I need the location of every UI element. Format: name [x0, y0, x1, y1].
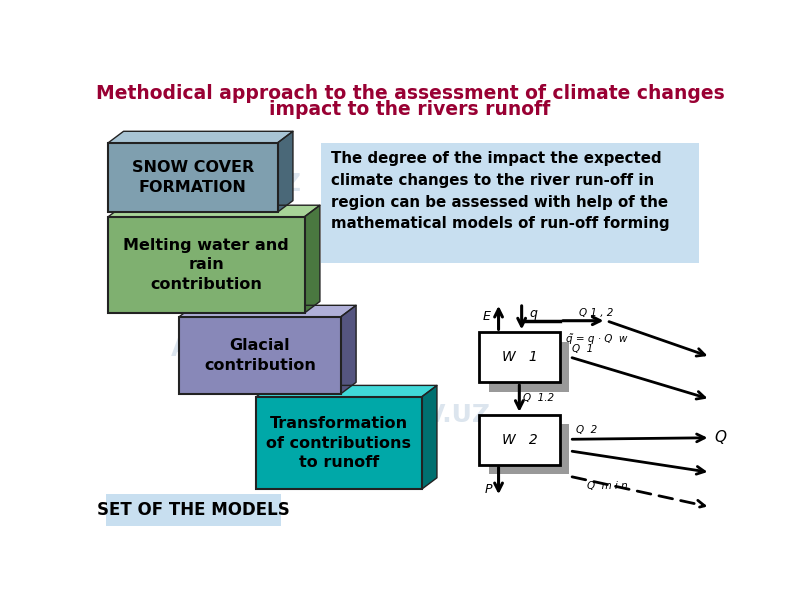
Text: Q  2: Q 2 — [575, 425, 597, 435]
Text: Q  1.2: Q 1.2 — [523, 394, 554, 403]
Bar — [108, 143, 278, 212]
Polygon shape — [422, 385, 437, 490]
Text: ARXIV.UZ: ARXIV.UZ — [360, 237, 491, 261]
Text: Transformation
of contributions
to runoff: Transformation of contributions to runof… — [266, 416, 411, 470]
Polygon shape — [108, 131, 293, 143]
Text: Glacial
contribution: Glacial contribution — [204, 338, 316, 373]
Text: W   1: W 1 — [502, 350, 538, 364]
Bar — [179, 317, 341, 394]
Polygon shape — [179, 305, 356, 317]
Text: q: q — [530, 307, 538, 320]
Text: Q: Q — [714, 430, 726, 445]
Bar — [106, 494, 282, 526]
Bar — [322, 143, 698, 263]
Text: Melting water and
rain
contribution: Melting water and rain contribution — [123, 238, 290, 292]
Polygon shape — [341, 305, 356, 394]
Polygon shape — [108, 205, 320, 217]
Bar — [489, 341, 570, 392]
Text: E: E — [483, 310, 491, 323]
Polygon shape — [305, 205, 320, 313]
Bar — [479, 332, 560, 382]
Text: SET OF THE MODELS: SET OF THE MODELS — [98, 501, 290, 519]
Bar — [108, 217, 305, 313]
Text: Q  1: Q 1 — [572, 344, 593, 354]
Text: ARXIV.UZ: ARXIV.UZ — [360, 403, 491, 427]
Text: The degree of the impact the expected
climate changes to the river run-off in
re: The degree of the impact the expected cl… — [331, 151, 670, 231]
Text: W   2: W 2 — [502, 433, 538, 446]
Text: P: P — [485, 483, 492, 496]
Bar — [256, 397, 422, 490]
Bar — [489, 424, 570, 474]
Text: Q  m i n: Q m i n — [587, 481, 628, 491]
Text: ARXIV.UZ: ARXIV.UZ — [171, 172, 302, 196]
Polygon shape — [278, 131, 293, 212]
Text: Q 1 , 2: Q 1 , 2 — [579, 308, 614, 318]
Polygon shape — [256, 385, 437, 397]
Bar — [479, 415, 560, 465]
Text: impact to the rivers runoff: impact to the rivers runoff — [270, 100, 550, 119]
Text: q̃ = q · Q  w: q̃ = q · Q w — [566, 333, 628, 344]
Text: SNOW COVER
FORMATION: SNOW COVER FORMATION — [132, 160, 254, 195]
Text: ARXIV.UZ: ARXIV.UZ — [171, 337, 302, 361]
Text: Methodical approach to the assessment of climate changes: Methodical approach to the assessment of… — [96, 85, 724, 103]
